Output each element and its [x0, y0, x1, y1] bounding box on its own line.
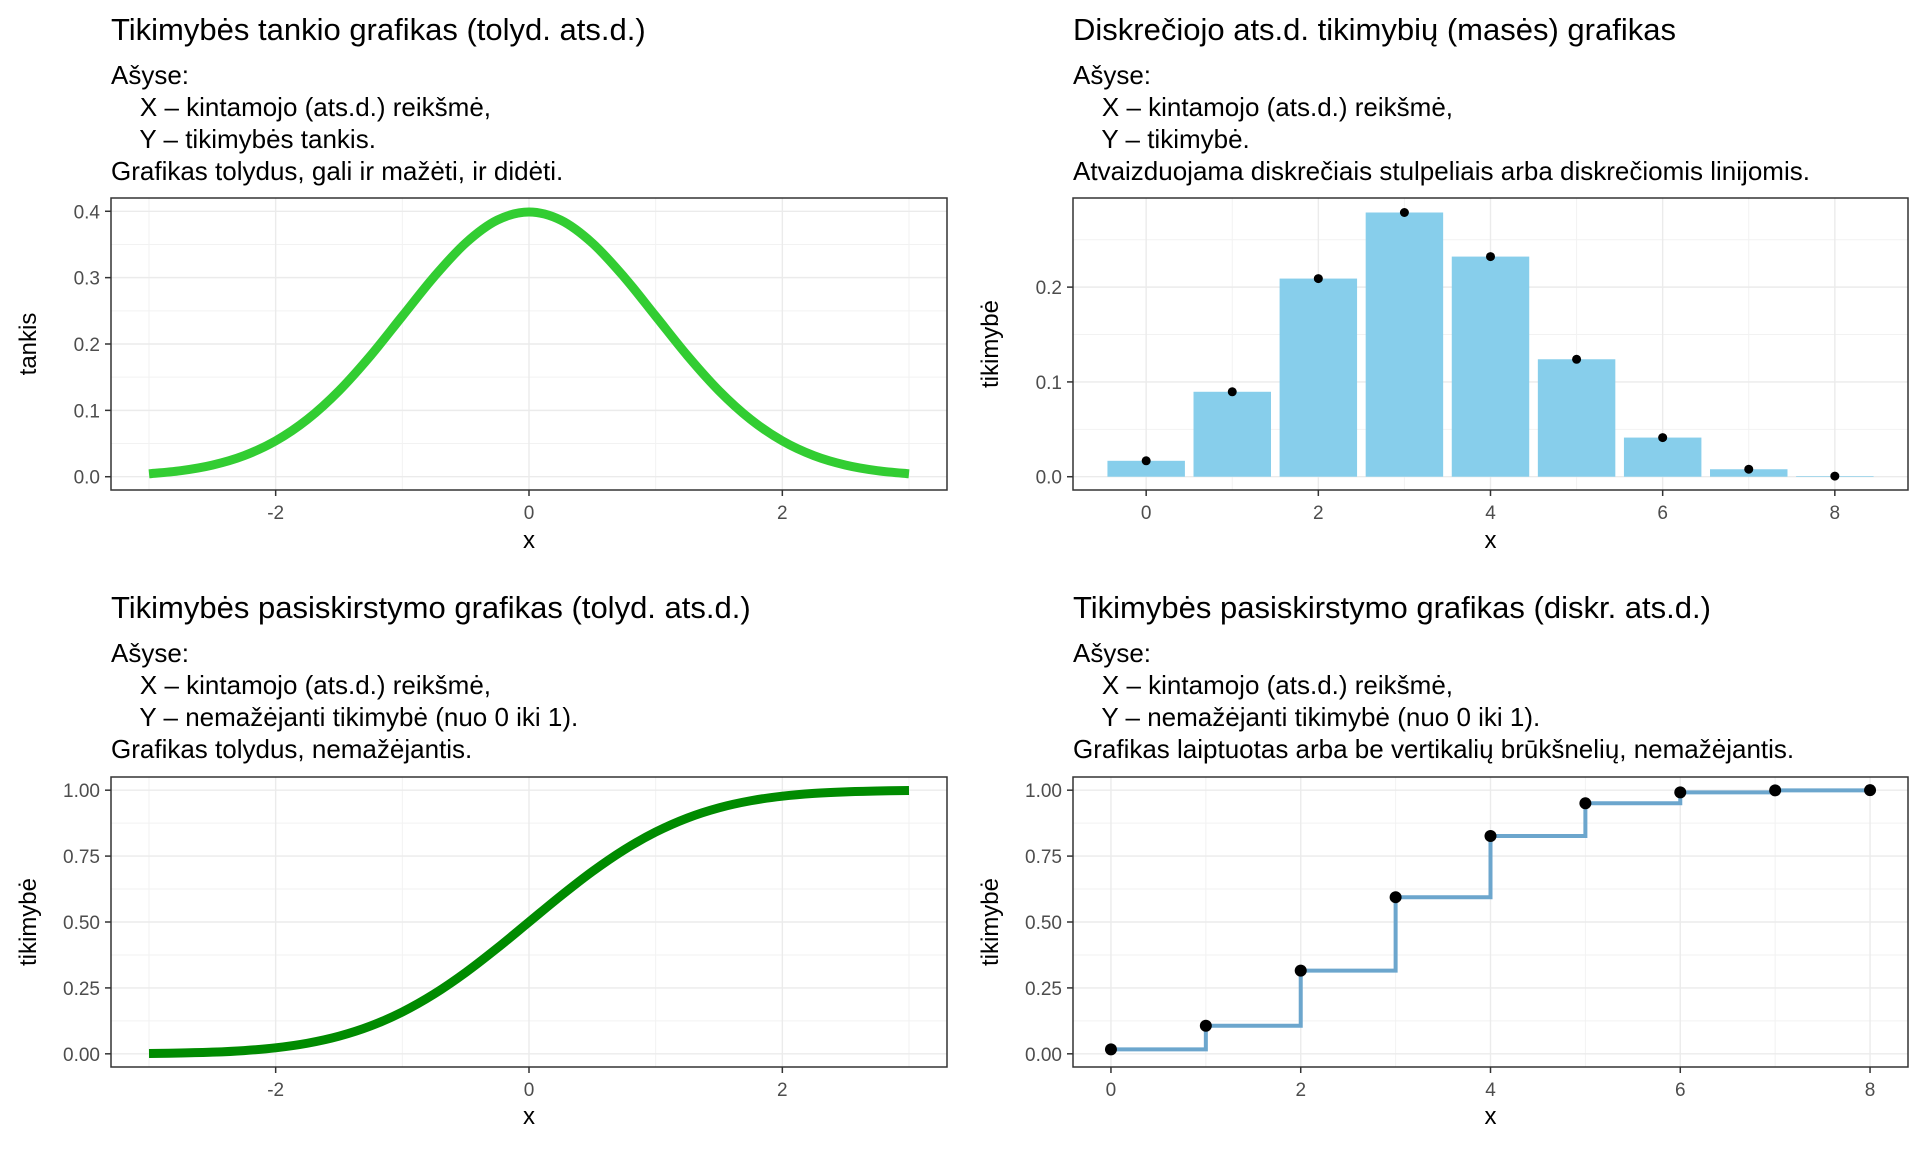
y-tick-label: 0.1 [74, 401, 100, 422]
x-axis-title: x [523, 527, 535, 554]
y-axis-title: tikimybė [977, 300, 1004, 388]
y-tick-label: 0.2 [1036, 278, 1062, 299]
y-axis-title: tankis [15, 313, 42, 376]
chart-title: Tikimybės tankio grafikas (tolyd. ats.d.… [111, 12, 646, 47]
subtitle-line: Ašyse: [1073, 60, 1152, 90]
y-tick-label: 1.00 [63, 781, 100, 802]
subtitle-line: X – kintamojo (ats.d.) reikšmė, [1073, 92, 1454, 122]
data-point [1674, 786, 1687, 799]
chart-title: Tikimybės pasiskirstymo grafikas (diskr.… [1073, 590, 1711, 625]
data-point [1658, 433, 1668, 443]
data-point [1864, 784, 1877, 797]
x-tick-label: 2 [777, 503, 788, 524]
subtitle-line: X – kintamojo (ats.d.) reikšmė, [111, 92, 492, 122]
y-tick-label: 0.0 [1036, 468, 1062, 489]
series-line [148, 207, 910, 479]
x-tick-label: 8 [1830, 503, 1841, 524]
y-tick-label: 0.4 [74, 202, 101, 223]
y-tick-label: 0.3 [74, 269, 100, 290]
x-tick-label: 2 [1313, 503, 1324, 524]
x-axis-title: x [1485, 1103, 1497, 1130]
x-tick-label: 6 [1675, 1080, 1686, 1101]
subtitle-line: X – kintamojo (ats.d.) reikšmė, [111, 670, 492, 700]
data-point [1830, 471, 1840, 481]
x-tick-label: 0 [1141, 503, 1152, 524]
y-tick-label: 0.2 [74, 335, 100, 356]
data-point [1227, 387, 1237, 397]
y-tick-label: 0.00 [1025, 1045, 1062, 1066]
x-tick-label: 0 [524, 1080, 535, 1101]
x-tick-label: 6 [1657, 503, 1668, 524]
y-tick-label: 0.00 [63, 1045, 100, 1066]
x-tick-label: 2 [1295, 1080, 1306, 1101]
data-point [1389, 891, 1402, 904]
x-tick-label: 8 [1865, 1080, 1876, 1101]
x-axis-title: x [1485, 527, 1497, 554]
subtitle-line: Grafikas tolydus, gali ir mažėti, ir did… [111, 156, 564, 186]
subtitle-line: Y – tikimybės tankis. [111, 124, 376, 154]
y-axis-title: tikimybė [15, 878, 42, 966]
data-point [1579, 797, 1592, 810]
subtitle-line: Y – nemažėjanti tikimybė (nuo 0 iki 1). [1073, 702, 1541, 732]
data-point [1294, 964, 1307, 977]
x-tick-label: 4 [1485, 1080, 1496, 1101]
x-tick-label: -2 [267, 503, 284, 524]
chart-2: 0 2 4 6 8 0.0 0.1 0.2 x tikimybė [977, 197, 1909, 554]
x-tick-label: 0 [524, 503, 535, 524]
data-point [1484, 829, 1497, 842]
x-tick-label: 2 [777, 1080, 788, 1101]
x-tick-label: 4 [1485, 503, 1496, 524]
subtitle-line: Ašyse: [1073, 638, 1152, 668]
subtitle-line: X – kintamojo (ats.d.) reikšmė, [1073, 670, 1454, 700]
chart-title: Diskrečiojo ats.d. tikimybių (masės) gra… [1073, 12, 1676, 47]
subtitle-line: Ašyse: [111, 638, 190, 668]
data-point [1104, 1043, 1117, 1056]
bar [1193, 391, 1271, 477]
data-point [1572, 354, 1582, 364]
y-tick-label: 0.25 [1025, 979, 1062, 1000]
x-tick-label: -2 [267, 1080, 284, 1101]
y-tick-label: 0.75 [1025, 847, 1062, 868]
data-point [1313, 274, 1323, 284]
data-point [1199, 1019, 1212, 1032]
data-point [1141, 456, 1151, 466]
chart-title: Tikimybės pasiskirstymo grafikas (tolyd.… [111, 590, 751, 625]
subtitle-line: Atvaizduojama diskrečiais stulpeliais ar… [1073, 156, 1810, 186]
bar [1107, 460, 1185, 477]
bar [1279, 278, 1358, 477]
data-point [1399, 208, 1409, 218]
data-point [1744, 464, 1754, 474]
subtitle-line: Y – tikimybė. [1073, 124, 1250, 154]
chart-4: 0 2 4 6 8 0.00 0.25 0.50 0.75 1.00 x tikimybė [977, 776, 1909, 1130]
data-point [1769, 784, 1782, 797]
y-tick-label: 0.1 [1036, 373, 1062, 394]
data-point [1486, 252, 1495, 262]
x-axis-title: x [523, 1103, 535, 1130]
x-tick-label: 0 [1106, 1080, 1117, 1101]
y-tick-label: 0.0 [74, 468, 100, 489]
bar [1537, 359, 1616, 477]
y-tick-label: 0.75 [63, 847, 100, 868]
chart-1: -2 0 2 0.0 0.1 0.2 0.3 0.4 x tankis [15, 197, 948, 554]
y-tick-label: 0.25 [63, 979, 100, 1000]
y-tick-label: 0.50 [63, 913, 100, 934]
bar [1451, 256, 1530, 477]
y-axis-title: tikimybė [977, 878, 1004, 966]
subtitle-line: Grafikas tolydus, nemažėjantis. [111, 734, 473, 764]
subtitle-line: Ašyse: [111, 60, 190, 90]
y-tick-label: 1.00 [1025, 781, 1062, 802]
series-line [148, 786, 910, 1058]
subtitle-line: Y – nemažėjanti tikimybė (nuo 0 iki 1). [111, 702, 579, 732]
subtitle-line: Grafikas laiptuotas arba be vertikalių b… [1073, 734, 1795, 764]
chart-3: -2 0 2 0.00 0.25 0.50 0.75 1.00 x tikimybė [15, 776, 948, 1130]
y-tick-label: 0.50 [1025, 913, 1062, 934]
bar [1623, 437, 1702, 477]
bar [1365, 212, 1444, 477]
